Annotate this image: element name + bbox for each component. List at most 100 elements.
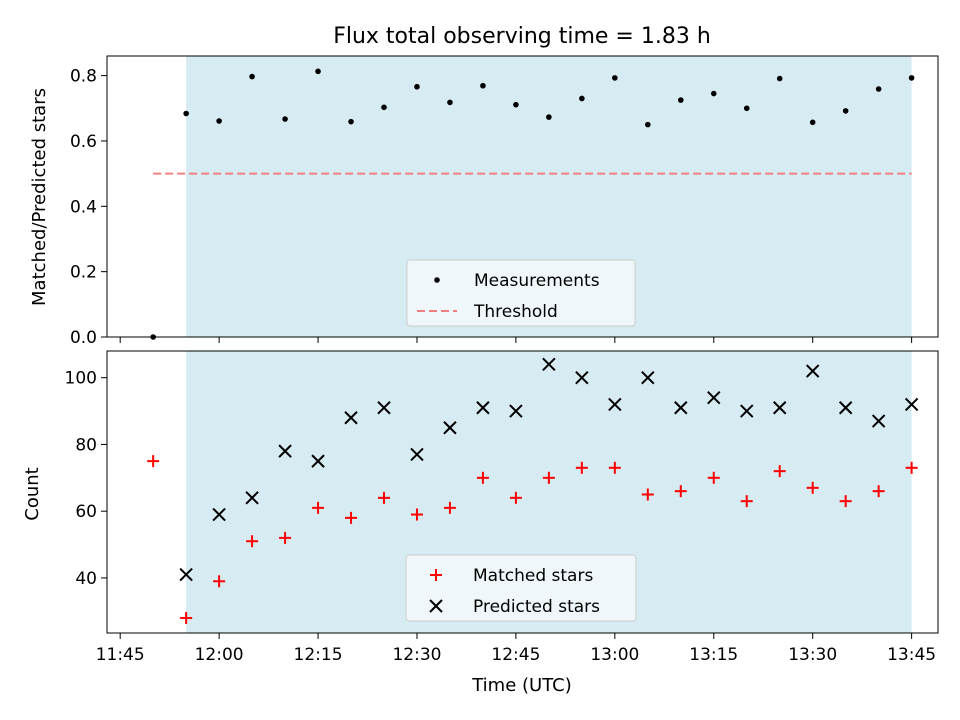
x-tick-label: 13:15 bbox=[689, 645, 738, 665]
predicted-star-point bbox=[377, 401, 391, 415]
measurement-point bbox=[315, 68, 321, 75]
x-tick-label: 13:00 bbox=[590, 645, 639, 665]
top-plot-frame bbox=[106, 55, 939, 338]
top-y-axis-ticks: 0.0 0.2 0.4 0.6 0.8 bbox=[70, 67, 107, 348]
predicted-star-point bbox=[740, 404, 754, 418]
measurement-point bbox=[612, 75, 618, 81]
legend-box bbox=[405, 554, 637, 622]
measurement-point bbox=[776, 75, 783, 82]
measurement-point bbox=[875, 86, 882, 92]
bottom-legend: Matched stars Predicted stars bbox=[405, 554, 637, 622]
bottom-panel: 40 60 80 100 11:45 12:00 12:15 12:30 12:45 13:00… bbox=[22, 350, 939, 696]
y-tick-label: 100 bbox=[65, 369, 97, 389]
predicted-star-point bbox=[641, 370, 655, 385]
top-x-axis-ticks bbox=[119, 337, 913, 343]
predicted-star-point bbox=[575, 370, 589, 385]
matched-star-point bbox=[213, 575, 226, 588]
matched-star-point bbox=[509, 491, 522, 504]
predicted-star-point bbox=[410, 447, 424, 462]
y-tick-label: 0.2 bbox=[70, 263, 97, 283]
matched-star-point bbox=[542, 471, 555, 484]
y-tick-label: 80 bbox=[75, 435, 97, 455]
matched-star-point bbox=[608, 461, 621, 474]
bottom-plot-frame bbox=[106, 350, 939, 634]
predicted-star-point bbox=[674, 401, 688, 415]
measurement-point bbox=[710, 90, 717, 97]
predicted-star-point bbox=[311, 454, 325, 468]
legend-label: Measurements bbox=[474, 271, 600, 291]
matched-star-point bbox=[279, 531, 292, 544]
legend-plus-marker bbox=[430, 569, 442, 581]
predicted-star-point bbox=[805, 364, 820, 378]
matched-star-points bbox=[147, 455, 918, 624]
measurement-point bbox=[447, 99, 453, 106]
predicted-star-point bbox=[707, 391, 721, 405]
measurement-point bbox=[249, 73, 255, 80]
predicted-star-point bbox=[871, 414, 886, 428]
top-panel: 0.0 0.2 0.4 0.6 0.8 Flux total observing tim… bbox=[29, 24, 939, 348]
legend-box bbox=[406, 259, 636, 327]
matched-star-point bbox=[410, 508, 423, 521]
measurement-point bbox=[183, 110, 189, 117]
matched-star-point bbox=[378, 491, 390, 504]
bottom-y-axis-ticks: 40 60 80 100 bbox=[65, 369, 107, 589]
x-tick-label: 12:00 bbox=[195, 645, 244, 665]
matched-star-point bbox=[806, 481, 819, 494]
measurement-point bbox=[809, 119, 816, 126]
y-tick-label: 0.6 bbox=[70, 132, 97, 152]
top-y-axis-label: Matched/Predicted stars bbox=[29, 88, 50, 306]
predicted-star-point bbox=[904, 397, 919, 412]
matched-star-point bbox=[575, 461, 588, 474]
matched-star-point bbox=[740, 495, 753, 508]
y-tick-label: 0.8 bbox=[70, 67, 97, 87]
predicted-star-point bbox=[773, 401, 787, 415]
predicted-star-point bbox=[608, 397, 622, 412]
bottom-x-axis-ticks: 11:45 12:00 12:15 12:30 12:45 13:00 13:15 13:30… bbox=[96, 633, 936, 665]
y-tick-label: 0.4 bbox=[70, 197, 97, 217]
matched-star-point bbox=[147, 455, 160, 468]
matched-star-point bbox=[872, 485, 885, 498]
legend-label: Matched stars bbox=[473, 566, 593, 586]
matched-star-point bbox=[773, 465, 786, 478]
measurement-point bbox=[579, 95, 585, 102]
matched-star-point bbox=[312, 501, 325, 514]
x-tick-label: 13:30 bbox=[788, 645, 837, 665]
measurement-point bbox=[282, 116, 288, 122]
predicted-star-point bbox=[344, 411, 358, 425]
bottom-y-axis-label: Count bbox=[22, 467, 43, 520]
measurement-points bbox=[150, 68, 915, 340]
x-tick-label: 12:15 bbox=[294, 645, 343, 665]
x-tick-label: 12:45 bbox=[491, 645, 540, 665]
measurement-point bbox=[677, 97, 684, 103]
legend-dot-marker bbox=[434, 277, 440, 283]
x-axis-label: Time (UTC) bbox=[471, 675, 572, 696]
matched-star-point bbox=[443, 501, 456, 514]
measurement-point bbox=[216, 118, 222, 124]
x-tick-label: 12:30 bbox=[392, 645, 441, 665]
matched-star-point bbox=[180, 611, 193, 624]
predicted-star-point bbox=[212, 507, 226, 522]
matched-star-point bbox=[345, 511, 358, 524]
x-tick-label: 13:45 bbox=[887, 645, 936, 665]
measurement-point bbox=[513, 101, 519, 108]
measurement-point bbox=[414, 83, 420, 90]
predicted-star-point bbox=[179, 567, 193, 582]
legend-label: Threshold bbox=[473, 302, 558, 322]
predicted-star-point bbox=[838, 401, 853, 415]
legend-label: Predicted stars bbox=[473, 597, 600, 617]
measurement-point bbox=[381, 104, 387, 111]
predicted-star-point bbox=[245, 491, 259, 505]
predicted-star-points bbox=[179, 357, 919, 582]
predicted-star-point bbox=[476, 401, 490, 415]
predicted-star-point bbox=[443, 421, 457, 435]
y-tick-label: 40 bbox=[75, 569, 97, 589]
y-tick-label: 60 bbox=[75, 502, 97, 522]
matched-star-point bbox=[839, 495, 852, 508]
predicted-star-point bbox=[509, 404, 523, 418]
x-tick-label: 11:45 bbox=[96, 645, 145, 665]
top-legend: Measurements Threshold bbox=[406, 259, 636, 327]
predicted-star-point bbox=[278, 444, 292, 458]
measurement-point bbox=[645, 121, 651, 128]
matched-star-point bbox=[674, 485, 687, 498]
